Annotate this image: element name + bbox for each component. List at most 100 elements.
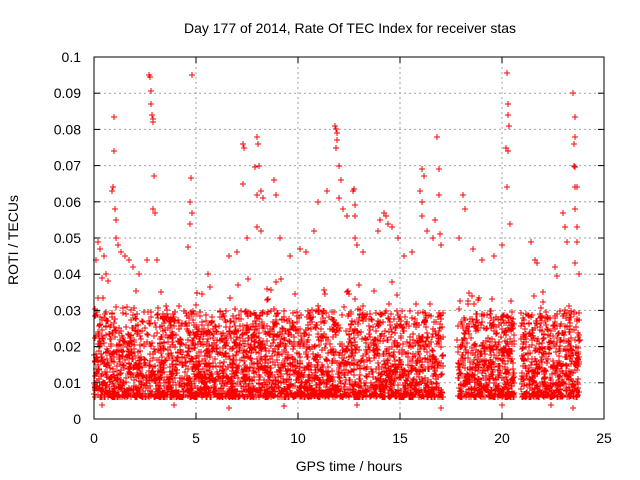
background-point: [457, 370, 463, 376]
background-point: [273, 279, 279, 285]
background-point: [392, 324, 398, 330]
background-point: [509, 356, 515, 362]
background-point: [438, 387, 444, 393]
background-point: [425, 388, 431, 394]
data-point: [419, 199, 425, 205]
background-point: [424, 381, 430, 387]
background-point: [539, 315, 545, 321]
background-point: [201, 380, 207, 386]
background-point: [423, 315, 429, 321]
background-point: [176, 326, 182, 332]
background-point: [235, 375, 241, 381]
background-point: [149, 391, 155, 397]
data-point: [534, 260, 540, 266]
background-point: [488, 387, 494, 393]
background-point: [559, 330, 565, 336]
background-point: [366, 355, 372, 361]
background-point: [292, 357, 298, 363]
background-point: [312, 343, 318, 349]
background-point: [198, 349, 204, 355]
background-point: [352, 296, 358, 302]
background-point: [391, 378, 397, 384]
data-point: [504, 184, 510, 190]
background-point: [189, 342, 195, 348]
background-point: [195, 341, 201, 347]
background-point: [306, 393, 312, 399]
background-point: [185, 337, 191, 343]
background-point: [113, 304, 119, 310]
background-point: [110, 366, 116, 372]
background-point: [168, 322, 174, 328]
data-point: [336, 163, 342, 169]
data-point: [571, 163, 577, 169]
background-point: [278, 336, 284, 342]
background-point: [204, 384, 210, 390]
background-point: [278, 365, 284, 371]
background-point: [510, 375, 516, 381]
background-point: [389, 329, 395, 335]
background-point: [526, 321, 532, 327]
background-point: [498, 347, 504, 353]
background-point: [242, 366, 248, 372]
data-point: [333, 145, 339, 151]
background-point: [235, 282, 241, 288]
background-point: [277, 368, 283, 374]
background-point: [437, 321, 443, 327]
background-point: [189, 356, 195, 362]
background-point: [146, 362, 152, 368]
background-point: [264, 297, 270, 303]
data-point: [130, 264, 136, 270]
background-point: [386, 301, 392, 307]
background-point: [210, 346, 216, 352]
background-point: [413, 360, 419, 366]
y-tick-label: 0.07: [54, 158, 81, 174]
background-point: [195, 385, 201, 391]
background-point: [438, 344, 444, 350]
background-point: [217, 314, 223, 320]
background-point: [205, 322, 211, 328]
background-point: [159, 334, 165, 340]
background-point: [395, 342, 401, 348]
background-point: [511, 380, 517, 386]
background-point: [120, 335, 126, 341]
background-point: [120, 362, 126, 368]
data-point: [383, 213, 389, 219]
background-point: [149, 377, 155, 383]
background-point: [394, 390, 400, 396]
background-point: [545, 393, 551, 399]
background-point: [345, 343, 351, 349]
background-point: [361, 380, 367, 386]
background-point: [273, 377, 279, 383]
background-point: [563, 362, 569, 368]
background-point: [419, 334, 425, 340]
background-point: [241, 343, 247, 349]
background-point: [436, 336, 442, 342]
background-point: [396, 375, 402, 381]
background-point: [243, 325, 249, 331]
background-point: [346, 332, 352, 338]
data-point: [354, 242, 360, 248]
background-point: [113, 349, 119, 355]
background-point: [196, 372, 202, 378]
background-point: [272, 389, 278, 395]
background-point: [479, 319, 485, 325]
background-point: [343, 328, 349, 334]
background-point: [370, 340, 376, 346]
background-point: [294, 319, 300, 325]
background-point: [293, 327, 299, 333]
background-point: [156, 376, 162, 382]
background-point: [157, 324, 163, 330]
background-point: [208, 371, 214, 377]
background-point: [366, 344, 372, 350]
background-point: [211, 331, 217, 337]
data-point: [150, 119, 156, 125]
background-point: [239, 332, 245, 338]
background-point: [571, 327, 577, 333]
data-point: [311, 228, 317, 234]
background-point: [312, 364, 318, 370]
background-point: [258, 346, 264, 352]
background-point: [227, 318, 233, 324]
background-point: [141, 341, 147, 347]
background-point: [207, 332, 213, 338]
background-point: [390, 352, 396, 358]
